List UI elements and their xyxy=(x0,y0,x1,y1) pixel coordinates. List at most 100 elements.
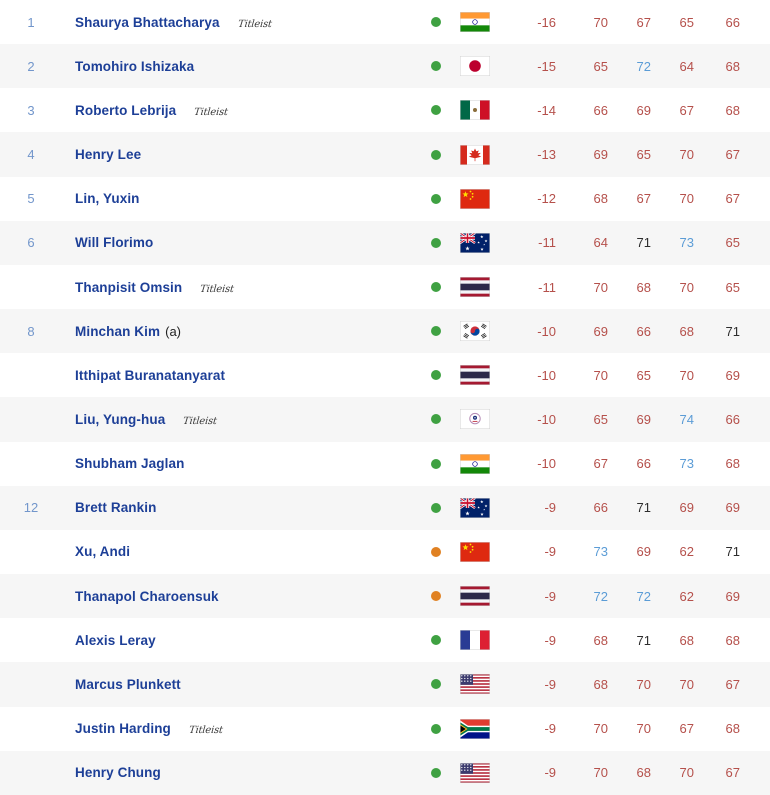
player-name[interactable]: Henry Chung xyxy=(75,765,161,781)
total-score: -10 xyxy=(537,456,556,472)
round-score: 70 xyxy=(593,14,608,30)
round-score: 69 xyxy=(725,367,740,383)
round-score: 68 xyxy=(593,632,608,648)
titleist-logo: Titleist xyxy=(236,18,272,30)
player-cell: Itthipat Buranatanyarat xyxy=(62,368,420,383)
status-dot-cell xyxy=(420,326,452,337)
round-score: 66 xyxy=(593,500,608,516)
status-dot-cell xyxy=(420,458,452,469)
status-dot xyxy=(431,591,441,602)
player-name[interactable]: Tomohiro Ishizaka xyxy=(75,58,195,74)
player-cell: Will Florimo xyxy=(62,235,420,250)
round-score: 71 xyxy=(725,544,740,560)
status-dot xyxy=(431,546,441,557)
status-dot xyxy=(431,414,441,425)
status-dot-cell xyxy=(420,105,452,116)
leaderboard-row[interactable]: Thanapol Charoensuk -9 72 72 62 69 xyxy=(0,574,770,619)
player-name[interactable]: Lin, Yuxin xyxy=(75,191,140,207)
player-name[interactable]: Shaurya Bhattacharya xyxy=(75,14,220,30)
leaderboard-row[interactable]: Shubham Jaglan -10 67 66 73 68 xyxy=(0,441,770,486)
round-score: 70 xyxy=(679,279,694,295)
leaderboard-row[interactable]: Marcus Plunkett -9 68 70 70 67 xyxy=(0,662,770,707)
player-name[interactable]: Alexis Leray xyxy=(75,632,156,648)
round-score: 73 xyxy=(593,544,608,560)
player-cell: Alexis Leray xyxy=(62,633,420,648)
country-flag xyxy=(452,232,498,253)
round-score: 67 xyxy=(725,147,740,163)
total-score: -11 xyxy=(538,235,556,251)
leaderboard-row[interactable]: Thanpisit Omsin Titleist -11 70 68 70 65 xyxy=(0,264,770,310)
leaderboard-row[interactable]: 2 Tomohiro Ishizaka -15 65 72 64 68 xyxy=(0,44,770,89)
player-name[interactable]: Thanpisit Omsin xyxy=(75,279,183,295)
titleist-logo: Titleist xyxy=(188,725,224,737)
leaderboard-row[interactable]: Alexis Leray -9 68 71 68 68 xyxy=(0,618,770,663)
country-flag xyxy=(452,586,498,607)
leaderboard-row[interactable]: 12 Brett Rankin -9 66 71 69 69 xyxy=(0,485,770,530)
status-dot xyxy=(431,502,441,513)
leaderboard-row[interactable]: Itthipat Buranatanyarat -10 70 65 70 69 xyxy=(0,353,770,398)
rank: 1 xyxy=(27,14,35,30)
leaderboard-row[interactable]: 4 Henry Lee -13 69 65 70 67 xyxy=(0,132,770,177)
status-dot xyxy=(431,17,441,28)
country-flag xyxy=(452,277,498,298)
leaderboard-row[interactable]: 5 Lin, Yuxin -12 68 67 70 67 xyxy=(0,176,770,221)
total-score: -9 xyxy=(544,500,556,516)
country-flag xyxy=(452,56,498,77)
round-score: 67 xyxy=(679,721,694,737)
round-score: 66 xyxy=(636,456,651,472)
round-score: 68 xyxy=(593,676,608,692)
leaderboard-row[interactable]: 1 Shaurya Bhattacharya Titleist -16 70 6… xyxy=(0,0,770,45)
rank: 3 xyxy=(27,102,35,118)
status-dot xyxy=(431,282,441,293)
leaderboard-row[interactable]: 8 Minchan Kim (a) -10 69 66 68 71 xyxy=(0,309,770,354)
status-dot-cell xyxy=(420,61,452,72)
status-dot-cell xyxy=(420,591,452,602)
status-dot-cell xyxy=(420,237,452,248)
player-name[interactable]: Will Florimo xyxy=(75,235,154,251)
status-dot xyxy=(431,723,441,734)
player-name[interactable]: Minchan Kim xyxy=(75,323,161,339)
country-flag xyxy=(452,630,498,651)
country-flag xyxy=(452,541,498,562)
leaderboard-row[interactable]: Xu, Andi -9 73 69 62 71 xyxy=(0,529,770,575)
player-name[interactable]: Shubham Jaglan xyxy=(75,456,185,472)
round-score: 68 xyxy=(679,632,694,648)
country-flag xyxy=(452,188,498,209)
leaderboard-row[interactable]: 3 Roberto Lebrija Titleist -14 66 69 67 … xyxy=(0,88,770,133)
player-name[interactable]: Roberto Lebrija xyxy=(75,102,177,118)
player-name[interactable]: Itthipat Buranatanyarat xyxy=(75,367,226,383)
player-name[interactable]: Justin Harding xyxy=(75,721,171,737)
player-cell: Lin, Yuxin xyxy=(62,191,420,206)
country-flag xyxy=(452,321,498,342)
player-name[interactable]: Henry Lee xyxy=(75,147,142,163)
round-score: 68 xyxy=(636,279,651,295)
status-dot xyxy=(431,237,441,248)
player-cell: Tomohiro Ishizaka xyxy=(62,59,420,74)
round-score: 68 xyxy=(593,191,608,207)
status-dot-cell xyxy=(420,767,452,778)
player-cell: Liu, Yung-hua Titleist xyxy=(62,412,420,427)
round-score: 68 xyxy=(679,323,694,339)
player-cell: Roberto Lebrija Titleist xyxy=(62,103,420,118)
player-name[interactable]: Brett Rankin xyxy=(75,500,157,516)
round-score: 69 xyxy=(593,147,608,163)
player-name[interactable]: Liu, Yung-hua xyxy=(75,411,166,427)
leaderboard-row[interactable]: Justin Harding Titleist -9 70 70 67 68 xyxy=(0,706,770,751)
status-dot-cell xyxy=(420,282,452,293)
country-flag xyxy=(452,365,498,386)
player-name[interactable]: Marcus Plunkett xyxy=(75,676,181,692)
round-score: 70 xyxy=(679,147,694,163)
leaderboard-row[interactable]: 6 Will Florimo -11 64 71 73 65 xyxy=(0,220,770,265)
total-score: -9 xyxy=(544,676,556,692)
round-score: 69 xyxy=(725,500,740,516)
player-name[interactable]: Thanapol Charoensuk xyxy=(75,588,219,604)
player-cell: Minchan Kim (a) xyxy=(62,324,420,339)
total-score: -9 xyxy=(544,721,556,737)
leaderboard-row[interactable]: Liu, Yung-hua Titleist -10 65 69 74 66 xyxy=(0,397,770,442)
round-score: 68 xyxy=(725,632,740,648)
total-score: -13 xyxy=(537,147,556,163)
player-name[interactable]: Xu, Andi xyxy=(75,544,131,560)
leaderboard-row[interactable]: Henry Chung -9 70 68 70 67 xyxy=(0,750,770,795)
round-score: 65 xyxy=(593,58,608,74)
player-cell: Justin Harding Titleist xyxy=(62,721,420,736)
